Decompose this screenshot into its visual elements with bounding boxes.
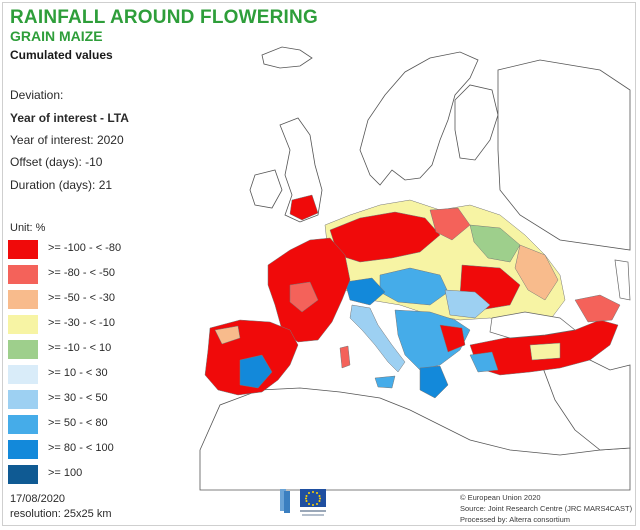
black-sea	[489, 311, 576, 339]
map-date: 17/08/2020	[10, 493, 66, 505]
legend-swatch	[8, 240, 38, 259]
map-frame	[2, 2, 636, 526]
balkans-region	[394, 309, 471, 371]
scandinavia-outline	[359, 51, 479, 186]
legend-label: >= 10 - < 30	[48, 367, 108, 379]
deviation-label: Deviation:	[10, 88, 64, 102]
ireland-outline	[249, 169, 283, 209]
legend-label: >= 80 - < 100	[48, 442, 114, 454]
baltic-red-zone	[429, 207, 471, 241]
legend-label: >= 30 - < 50	[48, 392, 108, 404]
ukraine-green-patches	[469, 224, 521, 263]
balkans-red-patch	[439, 324, 466, 353]
year-of-interest-label: Year of interest: 2020	[10, 133, 124, 147]
legend-swatch	[8, 465, 38, 484]
copyright-text: © European Union 2020	[460, 493, 541, 502]
duration-label: Duration (days): 21	[10, 178, 113, 192]
sardinia	[339, 345, 351, 369]
source-text: Source: Joint Research Centre (JRC MARS4…	[460, 504, 633, 513]
iberia-light-north	[214, 325, 241, 345]
iberia-blue-south	[239, 354, 273, 389]
romania-light-blue	[444, 289, 491, 319]
legend-label: >= -10 - < 10	[48, 342, 112, 354]
north-africa-outline	[199, 387, 631, 491]
legend-label: >= 100	[48, 467, 83, 479]
european-commission-logo	[280, 489, 326, 516]
iceland-outline	[261, 46, 313, 69]
legend-swatch	[8, 365, 38, 384]
legend-label: >= 50 - < 80	[48, 417, 108, 429]
caspian-sea	[614, 259, 631, 301]
legend-swatch	[8, 415, 38, 434]
map-subtitle: GRAIN MAIZE	[10, 28, 103, 44]
legend-swatch	[8, 340, 38, 359]
legend-swatch	[8, 440, 38, 459]
russia-south-mix	[514, 244, 559, 301]
italy-region	[349, 304, 406, 373]
alps-blue-zone	[344, 277, 386, 306]
offset-label: Offset (days): -10	[10, 155, 103, 169]
legend-swatch	[8, 315, 38, 334]
turkey-blue-patch	[469, 351, 499, 373]
legend-label: >= -30 - < -10	[48, 317, 115, 329]
greece-region	[419, 365, 449, 399]
cumulated-label: Cumulated values	[10, 48, 113, 62]
year-vs-lta-label: Year of interest - LTA	[10, 111, 129, 125]
legend-label: >= -50 - < -30	[48, 292, 115, 304]
uk-red-patch	[289, 194, 319, 221]
poland-red-zone	[329, 211, 441, 263]
sicily	[374, 375, 396, 389]
finland-outline	[454, 84, 499, 161]
middle-east-outline	[539, 354, 631, 451]
map-title: RAINFALL AROUND FLOWERING	[10, 7, 318, 28]
legend-swatch	[8, 290, 38, 309]
map-resolution: resolution: 25x25 km	[10, 508, 112, 520]
processed-by-text: Processed by: Alterra consortium	[460, 515, 571, 524]
russia-outline	[497, 59, 631, 251]
caucasus-region	[574, 294, 621, 323]
france-orange-patch	[289, 281, 319, 313]
legend-label: >= -100 - < -80	[48, 242, 122, 254]
legend-label: >= -80 - < -50	[48, 267, 115, 279]
legend-unit: Unit: %	[10, 222, 46, 234]
rainfall-deviation-layer	[204, 194, 621, 399]
turkey-yellow-patch	[529, 342, 561, 361]
legend-swatch	[8, 390, 38, 409]
credits: © European Union 2020 Source: Joint Rese…	[460, 492, 632, 525]
legend-swatch	[8, 265, 38, 284]
